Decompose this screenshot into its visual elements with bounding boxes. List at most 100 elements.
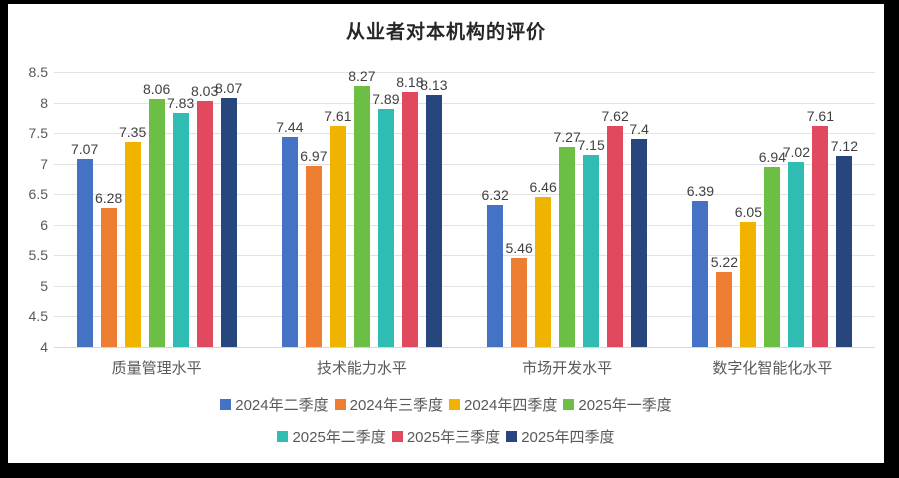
bar-data-label: 6.05: [734, 203, 762, 220]
bar-series-2: 6.97: [300, 148, 328, 347]
chart-legend: 2024年二季度 2024年三季度 2024年四季度 2025年一季度 2025年二季度…: [8, 394, 884, 447]
legend-label: 2025年四季度: [521, 429, 615, 446]
legend-label: 2024年二季度: [235, 397, 329, 414]
bar-series-5: 7.83: [167, 95, 194, 347]
y-axis-tick-label: 8: [40, 94, 48, 111]
legend-item: 2024年三季度: [334, 394, 443, 415]
legend-swatch-icon: [391, 431, 403, 442]
legend-item: 2025年一季度: [563, 394, 672, 415]
bar-series-5: 7.02: [783, 144, 810, 347]
legend-label: 2025年二季度: [292, 429, 386, 446]
legend-swatch-icon: [506, 431, 518, 442]
bar-series-2: 6.28: [95, 190, 122, 347]
chart-title: 从业者对本机构的评价: [345, 22, 546, 43]
bar-data-label: 6.32: [481, 187, 509, 204]
bar-series-7: 7.4: [629, 121, 649, 347]
bar-data-label: 6.46: [529, 178, 557, 195]
bar-series-4: 8.27: [348, 68, 376, 347]
bar-series-2: 5.22: [711, 254, 738, 347]
bar-group-4: 6.39 5.22 6.05 6.94 7.02 7.61 7.12: [670, 72, 875, 347]
gridline: [54, 133, 875, 135]
gridline: [54, 224, 875, 226]
legend-label: 2025年三季度: [406, 429, 501, 446]
legend-label: 2024年三季度: [349, 397, 443, 414]
bar-data-label: 7.35: [119, 124, 147, 141]
gridline: [54, 285, 875, 287]
legend-swatch-icon: [334, 399, 346, 410]
y-axis-tick-label: 7.5: [28, 125, 48, 142]
bar-data-label: 8.27: [348, 68, 376, 85]
bar-data-label: 7.44: [276, 118, 304, 135]
bar-series-6: 8.18: [396, 74, 424, 347]
gridline: [54, 102, 875, 104]
legend-item: 2024年二季度: [220, 394, 329, 415]
bar-series-3: 6.05: [735, 204, 762, 347]
bar-data-label: 5.22: [710, 254, 738, 271]
bar-series-4: 6.94: [759, 149, 786, 347]
bar-series-6: 8.03: [191, 83, 218, 347]
bar-data-label: 7.61: [806, 108, 834, 125]
gridline: [54, 347, 875, 348]
x-axis-category-label: 数字化智能化水平: [712, 360, 833, 377]
bar-series-7: 8.07: [215, 80, 242, 347]
y-axis-tick-label: 4: [40, 339, 48, 355]
legend-row: 2025年二季度 2025年三季度 2025年四季度: [274, 426, 617, 447]
bar-series-7: 7.12: [831, 138, 858, 347]
legend-swatch-icon: [449, 399, 460, 410]
gridline: [54, 72, 875, 73]
bar-series-1: 6.32: [482, 187, 509, 347]
bar-series-6: 7.61: [807, 108, 834, 347]
bar-data-label: 8.07: [215, 80, 243, 97]
bar-data-label: 6.97: [300, 147, 328, 164]
bar-group-3: 6.32 5.46 6.46 7.27 7.15 7.62 7.4: [465, 72, 670, 347]
legend-label: 2025年一季度: [578, 397, 672, 414]
gridline: [54, 163, 875, 165]
bar-data-label: 7.02: [782, 144, 810, 161]
legend-item: 2025年三季度: [391, 426, 501, 447]
bar-data-label: 8.13: [420, 76, 448, 93]
bar-data-label: 8.06: [143, 80, 171, 97]
y-axis-tick-label: 5: [40, 277, 48, 294]
bar-data-label: 7.4: [629, 121, 649, 138]
legend-row: 2024年二季度 2024年三季度 2024年四季度 2025年一季度: [217, 394, 675, 415]
bar-data-label: 7.27: [553, 129, 581, 146]
legend-label: 2024年四季度: [464, 397, 558, 414]
bar-data-label: 7.83: [167, 94, 195, 111]
bar-group-2: 7.44 6.97 7.61 8.27 7.89 8.18 8.13: [259, 68, 464, 347]
y-axis-tick-label: 4.5: [28, 308, 48, 325]
bar-data-label: 7.15: [577, 136, 605, 153]
bar-series-7: 8.13: [420, 77, 448, 347]
bar-data-label: 7.62: [601, 107, 629, 124]
bar-data-label: 7.07: [71, 141, 99, 158]
gridline: [54, 194, 875, 196]
legend-item: 2025年四季度: [506, 426, 615, 447]
chart-panel: 从业者对本机构的评价 4 4.5 5 5.5 6 6.5 7 7.5 8 8.5 7.07 6.28 7…: [8, 4, 884, 463]
bar-data-label: 8.03: [191, 82, 219, 99]
bar-data-label: 6.28: [95, 189, 123, 206]
gridline: [54, 316, 875, 318]
bar-series-5: 7.89: [372, 91, 400, 347]
bar-series-3: 6.46: [530, 179, 557, 347]
x-axis-category-label: 质量管理水平: [111, 360, 202, 377]
bar-group-1: 7.07 6.28 7.35 8.06 7.83 8.03 8.07: [54, 72, 259, 347]
bar-series-4: 7.27: [554, 129, 581, 347]
legend-swatch-icon: [277, 431, 289, 442]
bar-series-3: 7.61: [324, 108, 352, 347]
bar-series-2: 5.46: [506, 240, 533, 347]
bar-series-1: 7.44: [276, 119, 304, 347]
y-axis-tick-label: 6: [40, 216, 48, 233]
bar-data-label: 7.89: [372, 91, 400, 108]
bar-series-1: 6.39: [687, 183, 714, 347]
bar-data-label: 7.12: [830, 138, 858, 155]
bar-series-4: 8.06: [143, 81, 170, 347]
bar-data-label: 5.46: [505, 239, 533, 256]
legend-item: 2025年二季度: [277, 426, 386, 447]
y-axis-tick-label: 7: [40, 155, 48, 172]
bar-series-5: 7.15: [578, 137, 605, 347]
bar-series-6: 7.62: [602, 108, 629, 347]
legend-swatch-icon: [563, 399, 575, 410]
legend-item: 2024年四季度: [449, 394, 557, 415]
bar-series-1: 7.07: [71, 141, 98, 347]
x-axis-category-label: 技术能力水平: [316, 360, 407, 377]
